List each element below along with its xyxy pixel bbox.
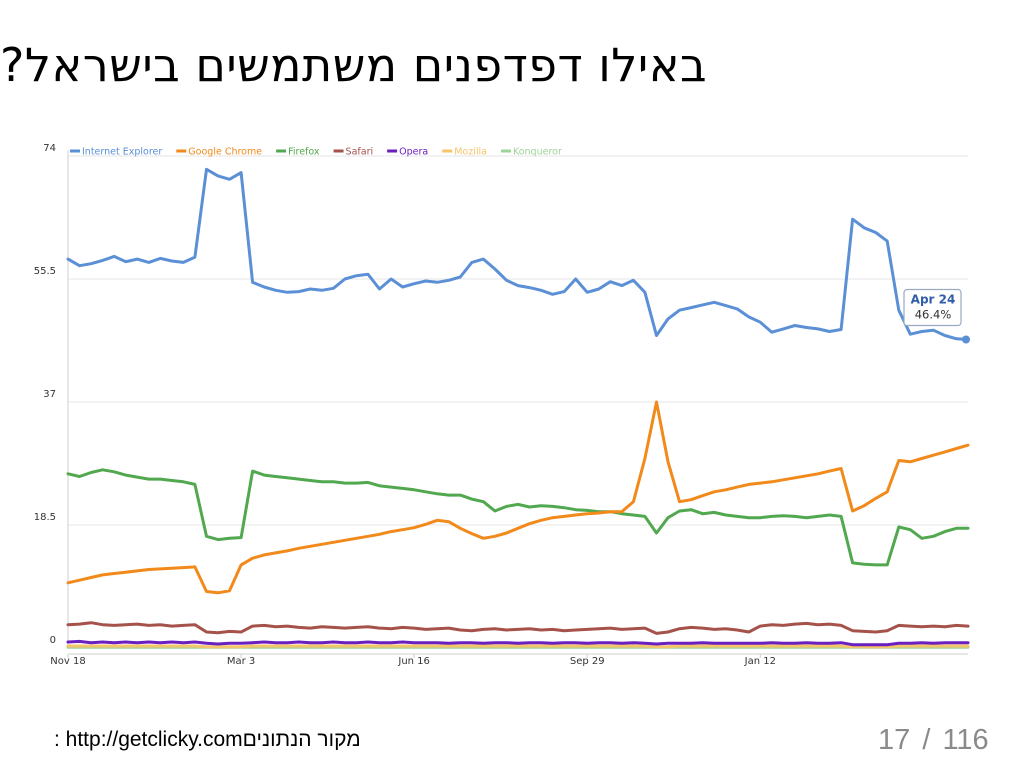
series-line-firefox[interactable] — [66, 468, 970, 567]
legend-label[interactable]: Mozilla — [454, 147, 487, 158]
y-tick-label: 74 — [43, 143, 56, 154]
legend-label[interactable]: Firefox — [288, 147, 320, 158]
x-tick-label: Jun 16 — [397, 656, 430, 667]
legend-label[interactable]: Internet Explorer — [82, 147, 162, 158]
page-counter: 17 / 116 — [878, 724, 989, 757]
tooltip-box — [903, 288, 962, 327]
slide-title: באילו דפדפנים משתמשים בישראל? — [0, 38, 708, 92]
y-tick-label: 37 — [43, 389, 56, 400]
page-separator: / — [922, 724, 931, 756]
legend-label[interactable]: Safari — [346, 147, 374, 158]
axes: 0 18.5 37 55.5 74 Nov 18 Mar 3 Jun 16 Sep 29 Jan … — [34, 143, 968, 667]
y-tick-label: 18.5 — [34, 512, 56, 523]
source-label: מקור הנתונים — [242, 728, 361, 751]
series-line-safari[interactable] — [66, 621, 970, 635]
page-current: 17 — [878, 724, 911, 756]
x-tick-label: Nov 18 — [50, 656, 85, 667]
source-url[interactable]: : http://getclicky.com — [54, 728, 243, 751]
legend-label[interactable]: Konqueror — [513, 147, 562, 158]
tooltip-point-marker — [962, 335, 970, 344]
source-citation: : http://getclicky.comמקור הנתונים — [54, 728, 361, 752]
y-tick-label: 0 — [50, 635, 56, 646]
tooltip-value: 46.4% — [915, 308, 952, 322]
tooltip-date: Apr 24 — [911, 293, 956, 307]
hover-tooltip: Apr 24 46.4% — [903, 288, 970, 344]
legend-label[interactable]: Google Chrome — [188, 147, 262, 158]
series-line-google-chrome[interactable] — [66, 400, 970, 595]
x-tick-label: Sep 29 — [570, 656, 605, 667]
series-line-opera[interactable] — [66, 639, 970, 647]
y-tick-label: 55.5 — [34, 266, 56, 277]
legend: Internet Explorer Google Chrome Firefox Saf… — [70, 147, 562, 158]
x-tick-label: Jan 12 — [744, 656, 776, 667]
legend-label[interactable]: Opera — [399, 147, 428, 158]
x-tick-label: Mar 3 — [227, 656, 255, 667]
series-lines — [66, 167, 970, 649]
series-line-internet-explorer[interactable] — [66, 167, 970, 341]
series-line-mozilla[interactable] — [66, 644, 970, 649]
page-total: 116 — [942, 724, 989, 756]
